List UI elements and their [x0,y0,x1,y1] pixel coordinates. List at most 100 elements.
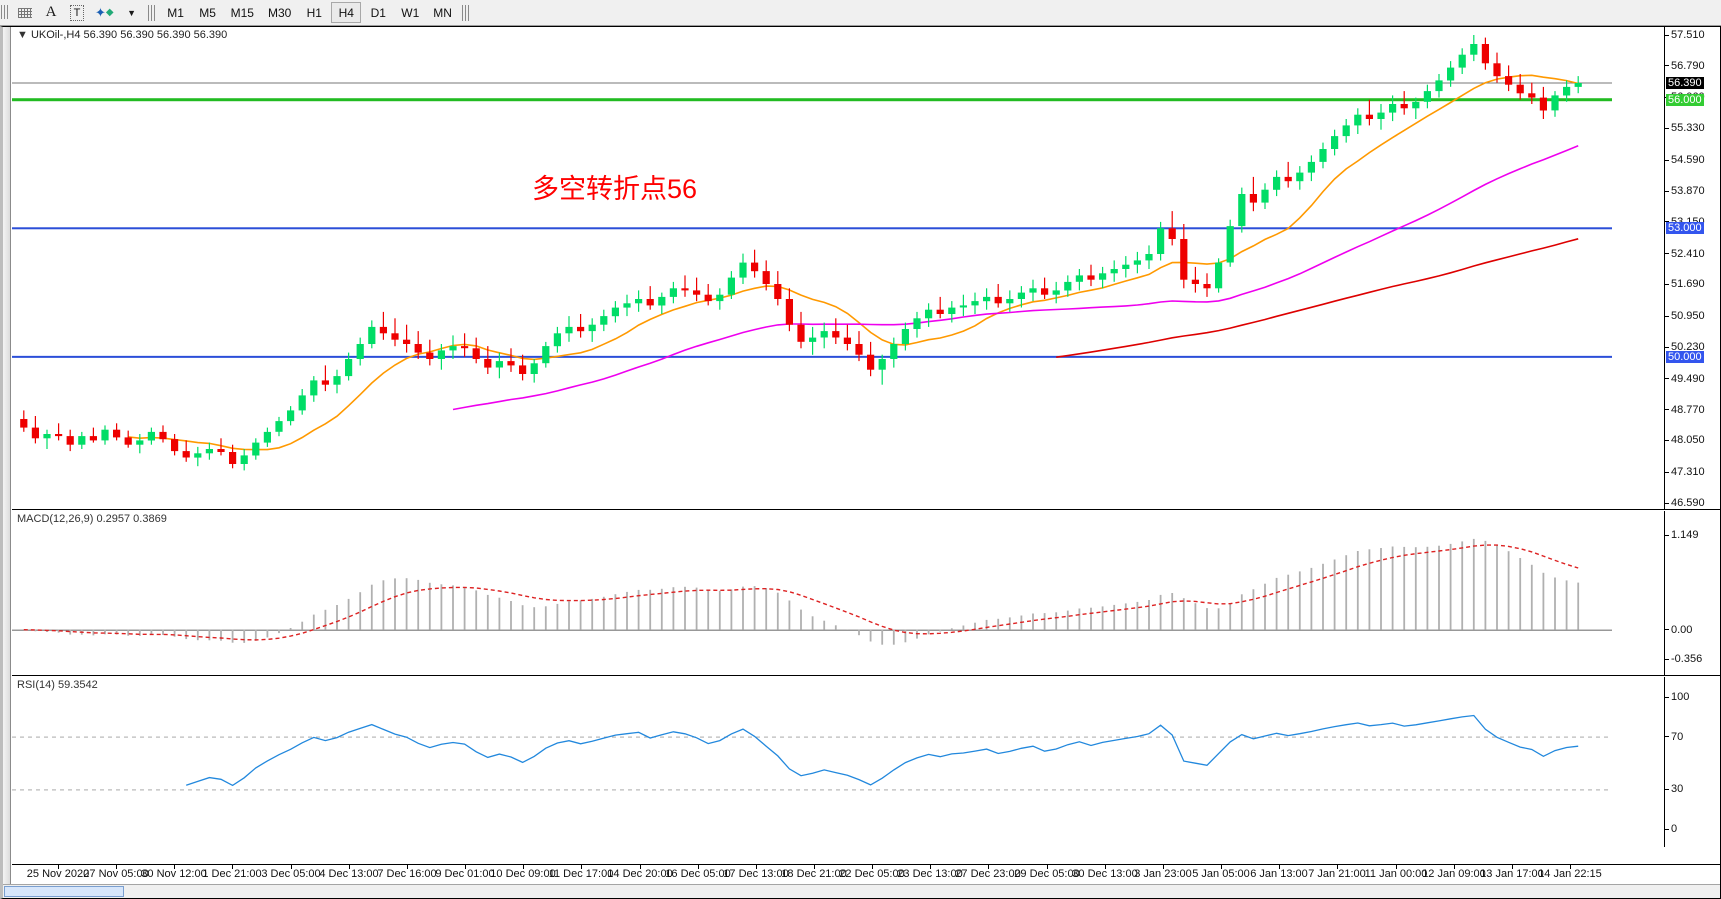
plot-area: ▼ UKOil-,H4 56.390 56.390 56.390 56.390 … [12,27,1720,898]
time-tick [1047,865,1048,869]
macd-tick: 0.00 [1665,624,1720,635]
time-tick [407,865,408,869]
collapse-icon[interactable]: ▼ [17,29,28,41]
left-gutter [3,27,11,898]
time-label: 12 Jan 09:00 [1422,868,1486,880]
timeframe-h1[interactable]: H1 [306,5,322,20]
time-tick [291,865,292,869]
macd-label: MACD(12,26,9) 0.2957 0.3869 [17,513,167,525]
price-tick: 57.510 [1665,30,1720,41]
time-tick [640,865,641,869]
time-tick [349,865,350,869]
time-label: 14 Jan 22:15 [1538,868,1602,880]
timeframe-group: M1 M5 M15 M30 H1 H4 D1 W1 MN [160,2,459,23]
time-label: 1 Dec 21:00 [202,868,262,880]
time-label: 4 Dec 13:00 [319,868,379,880]
time-label: 25 Nov 2020 [26,868,90,880]
time-label: 3 Dec 05:00 [261,868,321,880]
timeframe-m15[interactable]: M15 [230,5,254,20]
price-tick: 50.230 [1665,342,1720,353]
price-tick: 49.490 [1665,373,1720,384]
pane-divider-1 [12,509,1720,510]
price-chart-canvas [12,35,1612,471]
price-axis[interactable]: 57.51056.79056.06055.33054.59053.87053.1… [1664,27,1720,509]
chart-annotation-text: 多空转折点56 [532,174,698,204]
time-label: 17 Dec 13:00 [723,868,789,880]
timeframe-m5[interactable]: M5 [199,5,216,20]
objects-icon[interactable]: ✦ ◆ [95,4,114,20]
price-tick: 54.590 [1665,155,1720,166]
crosshair-icon[interactable] [13,2,37,24]
label-tool-icon[interactable]: T [65,2,89,24]
pane-divider-2 [12,675,1720,676]
price-tick: 46.590 [1665,498,1720,509]
time-label: 22 Dec 05:00 [839,868,905,880]
time-tick [232,865,233,869]
timeframe-m30[interactable]: M30 [267,5,292,20]
price-tick: 53.150 [1665,216,1720,227]
time-tick [1570,865,1571,869]
timeframe-h4[interactable]: H4 [331,2,362,23]
rsi-label: RSI(14) 59.3542 [17,679,98,691]
time-label: 23 Dec 13:00 [897,868,963,880]
price-tick: 52.410 [1665,248,1720,259]
timeframe-m1[interactable]: M1 [167,5,184,20]
time-label: 7 Dec 16:00 [377,868,437,880]
macd-pane[interactable]: MACD(12,26,9) 0.2957 0.3869 1.149 0.00 -0.… [12,511,1720,675]
time-tick [1337,865,1338,869]
toolbar-grip[interactable] [1,1,10,24]
time-label: 16 Dec 05:00 [665,868,731,880]
time-label: 14 Dec 20:00 [607,868,673,880]
price-tick: 48.770 [1665,404,1720,415]
timeframe-d1[interactable]: D1 [370,5,386,20]
time-tick [58,865,59,869]
horizontal-scrollbar[interactable] [3,884,1720,898]
time-tick [1512,865,1513,869]
support-56-badge: 56.000 [1666,93,1704,106]
time-tick [1105,865,1106,869]
time-label: 10 Dec 09:00 [490,868,556,880]
time-axis[interactable]: 25 Nov 2020 27 Nov 05:00 30 Nov 12:00 1 Dec… [12,864,1720,884]
time-tick [1163,865,1164,869]
time-label: 5 Jan 05:00 [1192,868,1250,880]
time-label: 11 Dec 17:00 [548,868,614,880]
chevron-down-icon[interactable]: ▼ [127,7,137,18]
price-pane[interactable]: ▼ UKOil-,H4 56.390 56.390 56.390 56.390 … [12,27,1720,509]
chart-window: ▼ UKOil-,H4 56.390 56.390 56.390 56.390 … [0,26,1721,899]
time-label: 27 Dec 23:00 [955,868,1021,880]
rsi-pane[interactable]: RSI(14) 59.3542 100 70 30 0 [12,677,1720,847]
text-tool-icon[interactable]: A [45,4,57,20]
price-tick: 47.310 [1665,467,1720,478]
macd-tick: 1.149 [1665,530,1720,541]
time-tick [988,865,989,869]
price-tick: 51.690 [1665,279,1720,290]
last-price-badge: 56.390 [1666,77,1704,89]
time-tick [116,865,117,869]
time-label: 11 Jan 00:00 [1364,868,1428,880]
rsi-canvas [12,714,1608,791]
time-label: 30 Dec 13:00 [1072,868,1138,880]
time-tick [523,865,524,869]
price-tick: 55.330 [1665,123,1720,134]
time-tick [465,865,466,869]
rsi-axis[interactable]: 100 70 30 0 [1664,677,1720,847]
time-label: 27 Nov 05:00 [83,868,149,880]
time-label: 30 Nov 12:00 [141,868,207,880]
macd-axis[interactable]: 1.149 0.00 -0.356 [1664,511,1720,675]
macd-canvas [12,538,1612,645]
time-label: 6 Jan 13:00 [1250,868,1308,880]
rsi-tick: 0 [1665,824,1720,835]
price-tick: 50.950 [1665,311,1720,322]
timeframe-w1[interactable]: W1 [401,5,420,20]
time-label: 7 Jan 21:00 [1308,868,1366,880]
time-tick [698,865,699,869]
scrollbar-thumb[interactable] [4,886,124,897]
time-label: 18 Dec 21:00 [781,868,847,880]
timeframe-mn[interactable]: MN [433,5,452,20]
time-tick [872,865,873,869]
time-tick [814,865,815,869]
toolbar-separator-2 [461,1,471,24]
price-tick: 56.790 [1665,60,1720,71]
time-tick [1396,865,1397,869]
rsi-tick: 30 [1665,784,1720,795]
